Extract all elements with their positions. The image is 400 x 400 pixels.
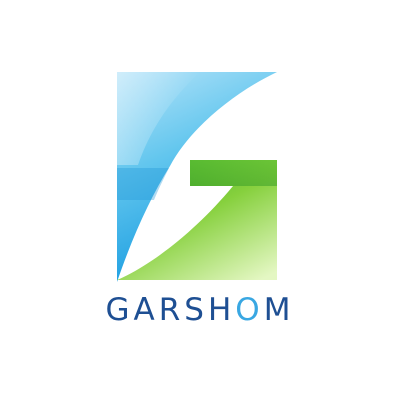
blue-panel-shape xyxy=(117,72,277,282)
green-panel-bar xyxy=(190,160,277,186)
blue-panel-sheen xyxy=(117,72,200,165)
wordmark-post: M xyxy=(263,292,295,328)
blue-panel-band xyxy=(117,168,169,200)
green-panel-shape xyxy=(117,160,277,280)
brand-wordmark: GARSHOM xyxy=(0,290,400,330)
wordmark-accent-letter: O xyxy=(235,292,264,328)
wordmark-pre: GARSH xyxy=(105,292,236,328)
